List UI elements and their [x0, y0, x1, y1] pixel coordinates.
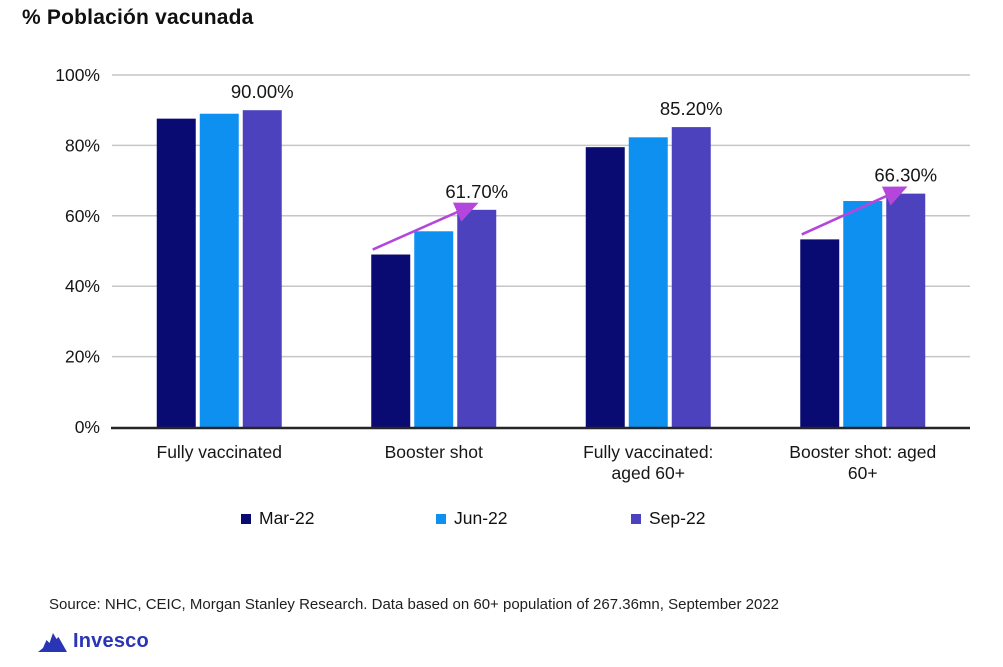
legend-label: Sep-22 [649, 508, 706, 528]
y-tick-label: 100% [55, 65, 100, 85]
legend-swatch [631, 513, 641, 524]
bar-mar-22-category-3 [800, 239, 840, 427]
bar-jun-22-category-2 [628, 137, 668, 427]
legend-label: Mar-22 [259, 508, 315, 528]
bar-jun-22-category-1 [414, 231, 454, 427]
y-tick-label: 80% [65, 135, 100, 155]
legend-label: Jun-22 [454, 508, 508, 528]
source-note: Source: NHC, CEIC, Morgan Stanley Resear… [49, 596, 780, 613]
trend-arrow [801, 186, 908, 236]
y-tick-label: 0% [75, 417, 100, 437]
legend-swatch [436, 513, 446, 524]
data-label: 90.00% [231, 81, 294, 102]
bar-sep-22-category-1 [457, 209, 497, 427]
bar-mar-22-category-1 [371, 254, 411, 427]
bar-sep-22-category-0 [242, 110, 282, 427]
y-tick-label: 40% [65, 276, 100, 296]
x-category-label: Fully vaccinated: aged 60+ [583, 442, 713, 483]
bar-sep-22-category-2 [671, 127, 711, 427]
y-tick-label: 60% [65, 206, 100, 226]
legend-item-mar-22: Mar-22 [241, 508, 314, 529]
legend-item-jun-22: Jun-22 [436, 508, 508, 529]
x-category-label: Booster shot [385, 442, 483, 462]
trend-arrow [372, 202, 479, 251]
bar-jun-22-category-0 [199, 113, 239, 427]
x-category-label: Booster shot: aged 60+ [789, 442, 936, 483]
data-label: 61.70% [445, 181, 508, 202]
bar-mar-22-category-0 [156, 118, 196, 427]
chart-title: % Población vacunada [22, 6, 254, 29]
chart-legend: Mar-22 Jun-22 Sep-22 [0, 508, 1003, 534]
data-label: 66.30% [874, 165, 937, 186]
legend-item-sep-22: Sep-22 [631, 508, 705, 529]
data-label: 85.20% [660, 98, 723, 119]
invesco-logo-text: Invesco [73, 630, 149, 652]
y-tick-label: 20% [65, 347, 100, 367]
invesco-logo: Invesco [38, 630, 149, 653]
bar-mar-22-category-2 [585, 147, 625, 427]
legend-swatch [241, 513, 251, 524]
x-category-label: Fully vaccinated [157, 442, 282, 462]
invesco-mountain-icon [38, 632, 67, 652]
bar-sep-22-category-3 [886, 193, 926, 427]
bar-jun-22-category-3 [843, 201, 883, 427]
bar-chart: 0% 20% 40% 60% 80% 100% Fully vaccinated Booste… [55, 65, 970, 483]
